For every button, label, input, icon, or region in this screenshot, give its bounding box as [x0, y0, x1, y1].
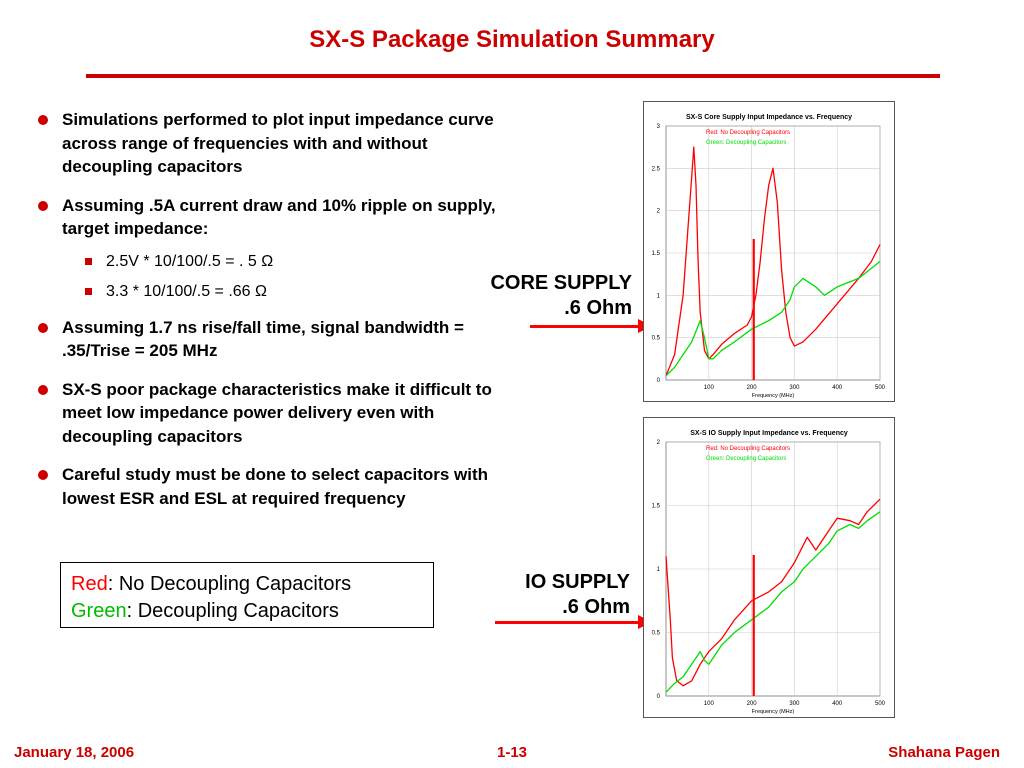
series-line [665, 260, 881, 377]
bullet-item: SX-S poor package characteristics make i… [38, 378, 508, 449]
x-tick-label: 200 [747, 701, 758, 707]
chart-legend-entry: Red: No Decoupling Capacitors [706, 130, 790, 136]
legend-red-text: : No Decoupling Capacitors [107, 573, 352, 595]
series-line [665, 511, 881, 693]
bullet-text: Simulations performed to plot input impe… [62, 110, 494, 176]
bullet-dot-icon [38, 115, 48, 125]
x-tick-label: 400 [832, 701, 843, 707]
x-tick-label: 100 [704, 385, 715, 391]
y-tick-label: 0.5 [652, 336, 661, 342]
y-tick-label: 1.5 [652, 251, 661, 257]
bullet-text: SX-S poor package characteristics make i… [62, 379, 492, 446]
sub-bullet-text: 2.5V * 10/100/.5 = . 5 Ω [106, 252, 274, 270]
chart-title: SX-S IO Supply Input Impedance vs. Frequ… [690, 430, 848, 437]
y-tick-label: 3 [657, 124, 661, 130]
chart-legend-entry: Green: Decoupling Capacitors [706, 456, 786, 462]
x-axis-label: Frequency (MHz) [752, 393, 795, 399]
y-tick-label: 1 [657, 293, 661, 299]
io-impedance-chart: SX-S IO Supply Input Impedance vs. Frequ… [652, 430, 886, 715]
x-tick-label: 500 [875, 385, 886, 391]
io-arrow-line [495, 621, 640, 624]
y-tick-label: 0 [657, 378, 661, 384]
core-impedance-chart: SX-S Core Supply Input Impedance vs. Fre… [652, 114, 886, 399]
bullet-dot-icon [38, 322, 48, 333]
chart-legend-entry: Green: Decoupling Capacitors [706, 140, 786, 146]
core-supply-label: CORE SUPPLY .6 Ohm [430, 271, 632, 321]
io-chart-frame: SX-S IO Supply Input Impedance vs. Frequ… [643, 417, 895, 718]
x-tick-label: 300 [789, 385, 800, 391]
bullet-item: Assuming 1.7 ns rise/fall time, signal b… [38, 316, 508, 363]
y-tick-label: 1 [657, 567, 661, 573]
bullet-text: Assuming 1.7 ns rise/fall time, signal b… [62, 317, 464, 361]
x-tick-label: 400 [832, 385, 843, 391]
slide-title: SX-S Package Simulation Summary [309, 26, 715, 53]
legend-box: Red: No Decoupling Capacitors Green: Dec… [60, 562, 434, 628]
y-tick-label: 2.5 [652, 166, 661, 172]
square-bullet-icon [85, 287, 92, 295]
y-tick-label: 2 [657, 440, 661, 446]
core-arrow-line [530, 325, 640, 328]
footer-date: January 18, 2006 [14, 744, 135, 761]
legend-red-word: Red [71, 573, 108, 595]
chart-legend-entry: Red: No Decoupling Capacitors [706, 446, 790, 452]
y-tick-label: 0.5 [652, 631, 661, 637]
sub-bullet-item: 2.5V * 10/100/.5 = . 5 Ω [38, 252, 508, 272]
x-tick-label: 300 [789, 701, 800, 707]
bullet-item: Careful study must be done to select cap… [38, 463, 508, 510]
core-supply-title: CORE SUPPLY [490, 272, 632, 294]
y-tick-label: 0 [657, 694, 661, 700]
x-axis-label: Frequency (MHz) [752, 709, 795, 715]
x-tick-label: 200 [747, 385, 758, 391]
legend-red-line: Red: No Decoupling Capacitors [71, 571, 423, 598]
legend-green-line: Green: Decoupling Capacitors [71, 598, 423, 625]
bullet-text: Careful study must be done to select cap… [62, 465, 489, 508]
x-tick-label: 500 [875, 701, 886, 707]
legend-green-word: Green [71, 600, 127, 622]
bullet-item: Simulations performed to plot input impe… [38, 108, 508, 179]
x-tick-label: 100 [704, 701, 715, 707]
io-supply-value: .6 Ohm [562, 596, 630, 618]
legend-green-text: : Decoupling Capacitors [126, 600, 339, 622]
bullet-dot-icon [38, 384, 48, 395]
core-chart-frame: SX-S Core Supply Input Impedance vs. Fre… [643, 101, 895, 402]
io-supply-label: IO SUPPLY .6 Ohm [430, 570, 630, 620]
io-supply-title: IO SUPPLY [525, 571, 630, 593]
chart-title: SX-S Core Supply Input Impedance vs. Fre… [686, 114, 852, 121]
bullet-item: Assuming .5A current draw and 10% ripple… [38, 194, 508, 241]
square-bullet-icon [85, 257, 92, 265]
core-supply-value: .6 Ohm [564, 297, 632, 319]
bullet-dot-icon [38, 470, 48, 480]
bullet-dot-icon [38, 200, 48, 211]
bullet-list: Simulations performed to plot input impe… [38, 108, 508, 525]
footer-author: Shahana Pagen [888, 744, 1000, 761]
y-tick-label: 1.5 [652, 504, 661, 510]
series-line [665, 498, 881, 687]
bullet-text: Assuming .5A current draw and 10% ripple… [62, 195, 496, 239]
footer-page-number: 1-13 [496, 744, 528, 761]
y-tick-label: 2 [657, 209, 661, 215]
sub-bullet-text: 3.3 * 10/100/.5 = .66 Ω [106, 282, 267, 300]
sub-bullet-item: 3.3 * 10/100/.5 = .66 Ω [38, 282, 508, 302]
title-underline [86, 74, 940, 78]
